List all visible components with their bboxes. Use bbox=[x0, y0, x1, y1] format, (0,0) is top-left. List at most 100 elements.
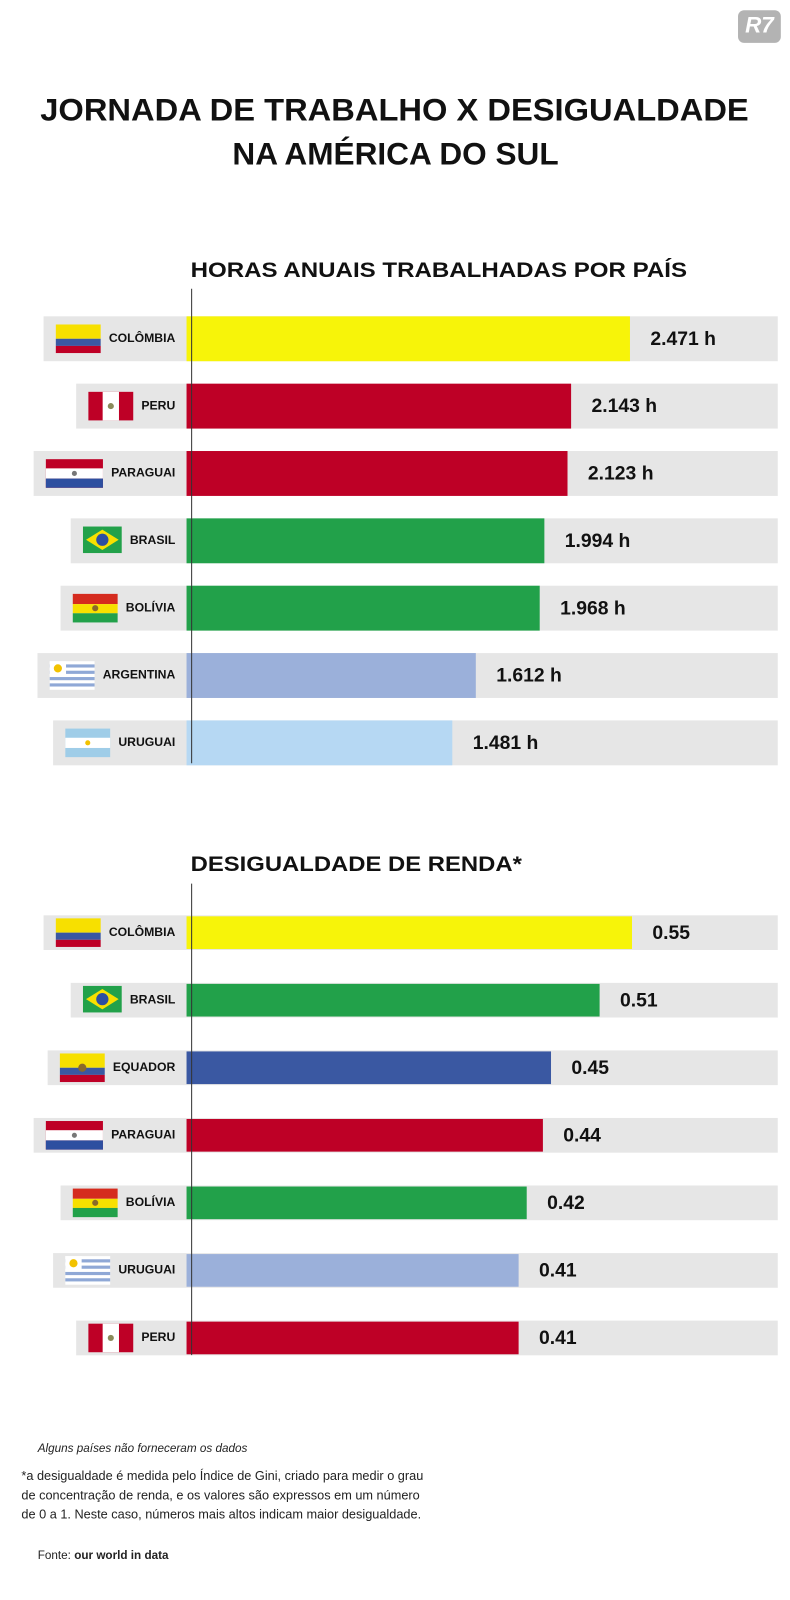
category-label: BOLÍVIA bbox=[126, 1194, 176, 1209]
flag bbox=[82, 526, 122, 554]
category-label: EQUADOR bbox=[113, 1060, 176, 1074]
bar bbox=[186, 1254, 519, 1287]
value-label: 1.481 h bbox=[473, 732, 539, 754]
flag-part bbox=[71, 1132, 77, 1138]
bar bbox=[186, 720, 453, 766]
source-label: Fonte: bbox=[38, 1549, 71, 1562]
bar bbox=[186, 1321, 519, 1355]
flag-part bbox=[53, 664, 62, 673]
flag bbox=[55, 918, 101, 947]
flag-part bbox=[59, 1074, 105, 1083]
footnote: de 0 a 1. Neste caso, números mais altos… bbox=[21, 1507, 421, 1522]
flag-part bbox=[65, 1265, 111, 1269]
flag bbox=[72, 1188, 118, 1218]
category-label: ARGENTINA bbox=[103, 668, 176, 682]
flag-part bbox=[92, 1199, 99, 1206]
flag-part bbox=[49, 670, 95, 674]
flag-part bbox=[45, 478, 103, 488]
flag-part bbox=[55, 932, 101, 940]
source: Fonte: our world in data bbox=[38, 1549, 169, 1562]
missing-note: Alguns países não forneceram os dados bbox=[37, 1442, 248, 1455]
flag-part bbox=[69, 1259, 78, 1268]
footnote: de concentração de renda, e os valores s… bbox=[21, 1487, 419, 1502]
title: NA AMÉRICA DO SUL bbox=[232, 135, 558, 171]
flag-part bbox=[55, 338, 101, 346]
flag bbox=[59, 1053, 105, 1083]
flag-part bbox=[78, 1063, 87, 1072]
category-label: COLÔMBIA bbox=[109, 330, 176, 345]
category-label: PARAGUAI bbox=[111, 466, 175, 480]
category-label: PERU bbox=[141, 398, 175, 412]
flag-part bbox=[49, 677, 95, 681]
bar bbox=[186, 1186, 527, 1220]
bar bbox=[186, 518, 545, 564]
flag bbox=[65, 728, 111, 758]
logo-box bbox=[738, 10, 781, 43]
value-label: 0.51 bbox=[620, 989, 658, 1011]
flag-part bbox=[49, 664, 95, 668]
flag-part bbox=[72, 1207, 118, 1218]
category-label: COLÔMBIA bbox=[109, 924, 176, 939]
flag-part bbox=[65, 1271, 111, 1276]
flag-part bbox=[72, 613, 118, 623]
bar bbox=[186, 383, 572, 429]
flag bbox=[88, 391, 134, 421]
category-label: PARAGUAI bbox=[111, 1128, 175, 1142]
bar bbox=[186, 653, 476, 698]
flag-part bbox=[55, 918, 101, 933]
value-label: 2.471 h bbox=[650, 328, 716, 350]
flag-part bbox=[71, 470, 77, 477]
flag bbox=[55, 324, 101, 354]
category-label: BRASIL bbox=[130, 533, 176, 547]
chart-title: HORAS ANUAIS TRABALHADAS POR PAÍS bbox=[191, 257, 687, 282]
title: JORNADA DE TRABALHO X DESIGUALDADE bbox=[40, 92, 748, 128]
value-label: 1.612 h bbox=[496, 665, 562, 687]
category-label: BOLÍVIA bbox=[126, 599, 176, 614]
flag-part bbox=[92, 605, 99, 612]
flag-part bbox=[55, 345, 101, 354]
flag bbox=[72, 593, 118, 623]
flag bbox=[45, 1121, 103, 1150]
category-label: BRASIL bbox=[130, 992, 176, 1006]
value-label: 1.968 h bbox=[560, 597, 626, 619]
flag-part bbox=[65, 1259, 111, 1263]
flag-part bbox=[45, 1140, 103, 1150]
category-label: PERU bbox=[141, 1330, 175, 1344]
category-label: URUGUAI bbox=[118, 1263, 175, 1277]
footnote: *a desigualdade é medida pelo Índice de … bbox=[21, 1468, 423, 1483]
value-label: 0.44 bbox=[563, 1124, 601, 1146]
bar bbox=[186, 451, 568, 496]
flag-part bbox=[72, 593, 118, 605]
flag-part bbox=[59, 1053, 105, 1068]
bar bbox=[186, 983, 600, 1017]
flag-part bbox=[96, 533, 109, 546]
bar bbox=[186, 585, 540, 631]
value-label: 0.41 bbox=[539, 1260, 577, 1282]
bar bbox=[186, 916, 632, 949]
flag-part bbox=[72, 1188, 118, 1199]
value-label: 0.45 bbox=[571, 1057, 609, 1079]
flag bbox=[45, 459, 103, 488]
bar bbox=[186, 316, 630, 362]
flag-part bbox=[65, 1278, 111, 1282]
category-label: URUGUAI bbox=[118, 735, 175, 749]
value-label: 0.55 bbox=[652, 922, 690, 944]
bar bbox=[186, 1051, 552, 1085]
bar bbox=[186, 1118, 543, 1152]
value-label: 0.42 bbox=[547, 1192, 585, 1214]
flag bbox=[88, 1323, 134, 1353]
flag-part bbox=[96, 993, 109, 1006]
logo: R7 bbox=[745, 12, 775, 37]
flag-part bbox=[49, 683, 95, 687]
value-label: 2.143 h bbox=[591, 395, 657, 417]
flag bbox=[65, 1256, 111, 1285]
flag-part bbox=[55, 939, 101, 947]
flag-part bbox=[107, 1334, 114, 1342]
flag bbox=[49, 661, 95, 690]
flag-part bbox=[107, 403, 114, 410]
chart-title: DESIGUALDADE DE RENDA* bbox=[191, 852, 523, 876]
flag bbox=[82, 985, 122, 1013]
value-label: 1.994 h bbox=[565, 530, 631, 552]
flag-part bbox=[85, 740, 91, 746]
